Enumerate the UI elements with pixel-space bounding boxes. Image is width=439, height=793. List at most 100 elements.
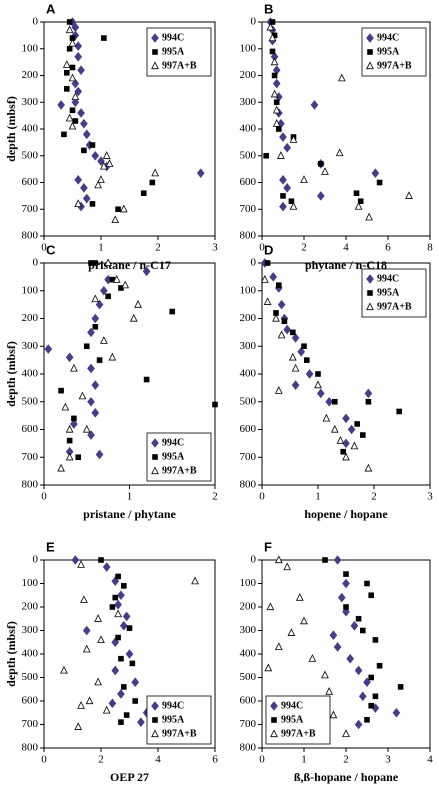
y-tick-label: 800 — [240, 742, 257, 754]
legend-label: 995A — [281, 714, 304, 725]
point — [112, 275, 121, 283]
point — [355, 615, 362, 622]
x-tick-label: 1 — [98, 242, 104, 254]
point — [305, 369, 314, 379]
point — [271, 72, 278, 79]
point — [123, 712, 130, 718]
point — [57, 100, 65, 110]
point — [333, 642, 342, 652]
point — [78, 391, 87, 400]
point — [372, 693, 379, 700]
x-tick-label: 0 — [41, 754, 47, 766]
point — [358, 691, 367, 702]
point — [316, 191, 325, 201]
y-tick-label: 100 — [240, 577, 257, 589]
y-tick-label: 400 — [240, 123, 257, 135]
y-tick-label: 500 — [22, 395, 39, 407]
point — [365, 212, 373, 221]
x-tick-label: 0 — [259, 491, 265, 503]
point — [82, 625, 91, 636]
point — [396, 408, 402, 415]
point — [69, 64, 76, 71]
point — [66, 45, 73, 52]
point — [77, 108, 85, 118]
legend-label: 994C — [377, 32, 399, 43]
point — [134, 300, 142, 308]
legend-label: 995A — [162, 451, 185, 462]
point — [61, 402, 70, 411]
point — [132, 698, 138, 704]
point — [277, 151, 285, 159]
point — [60, 665, 68, 674]
point — [336, 436, 345, 444]
y-tick-label: 300 — [240, 340, 257, 352]
point — [346, 653, 355, 664]
point — [71, 97, 80, 108]
legend-label: 997A+B — [162, 60, 197, 71]
point — [75, 454, 81, 461]
point — [125, 649, 134, 659]
point — [272, 78, 281, 89]
y-axis-label: depth (mbsf) — [4, 341, 18, 407]
point — [191, 576, 199, 585]
point — [365, 398, 372, 405]
point — [332, 398, 338, 405]
point — [100, 161, 108, 170]
legend-label: 997A+B — [162, 728, 197, 739]
point — [270, 57, 279, 66]
point — [71, 415, 77, 422]
point — [343, 571, 349, 577]
point — [269, 48, 276, 55]
point — [392, 707, 401, 718]
point — [196, 168, 205, 178]
point — [71, 78, 80, 89]
y-tick-label: 600 — [240, 176, 257, 188]
point — [119, 620, 128, 631]
y-axis-label: depth (mbsf) — [4, 96, 18, 162]
legend-label: 994C — [162, 700, 184, 711]
point — [266, 602, 275, 611]
y-tick-label: 200 — [240, 312, 257, 324]
point — [68, 38, 77, 47]
point — [283, 183, 292, 193]
point — [101, 35, 107, 41]
point — [151, 168, 159, 177]
point — [118, 285, 124, 291]
point — [288, 352, 297, 361]
point — [169, 308, 176, 315]
point — [397, 684, 404, 690]
point — [274, 555, 283, 564]
y-tick-label: 0 — [251, 554, 257, 566]
y-tick-label: 0 — [251, 16, 257, 28]
point — [105, 159, 114, 167]
point — [83, 343, 90, 350]
y-tick-label: 800 — [22, 742, 39, 754]
point — [333, 555, 342, 565]
point — [64, 86, 70, 92]
point — [129, 313, 138, 322]
point — [87, 396, 95, 407]
y-tick-label: 200 — [22, 312, 39, 324]
point — [360, 627, 366, 634]
x-tick-label: 8 — [427, 242, 433, 254]
point — [288, 198, 295, 205]
point — [87, 430, 95, 440]
point — [61, 131, 67, 138]
point — [263, 152, 269, 159]
point — [321, 167, 329, 175]
point — [342, 729, 350, 737]
point — [64, 70, 70, 76]
point — [112, 594, 119, 601]
legend-marker — [270, 729, 278, 738]
point — [269, 19, 276, 25]
y-tick-label: 800 — [22, 479, 39, 491]
point — [291, 380, 300, 390]
point — [368, 592, 374, 599]
y-tick-label: 0 — [33, 257, 39, 269]
point — [131, 677, 140, 688]
point — [109, 276, 116, 283]
point — [119, 204, 128, 213]
point — [100, 336, 108, 344]
point — [114, 609, 122, 618]
